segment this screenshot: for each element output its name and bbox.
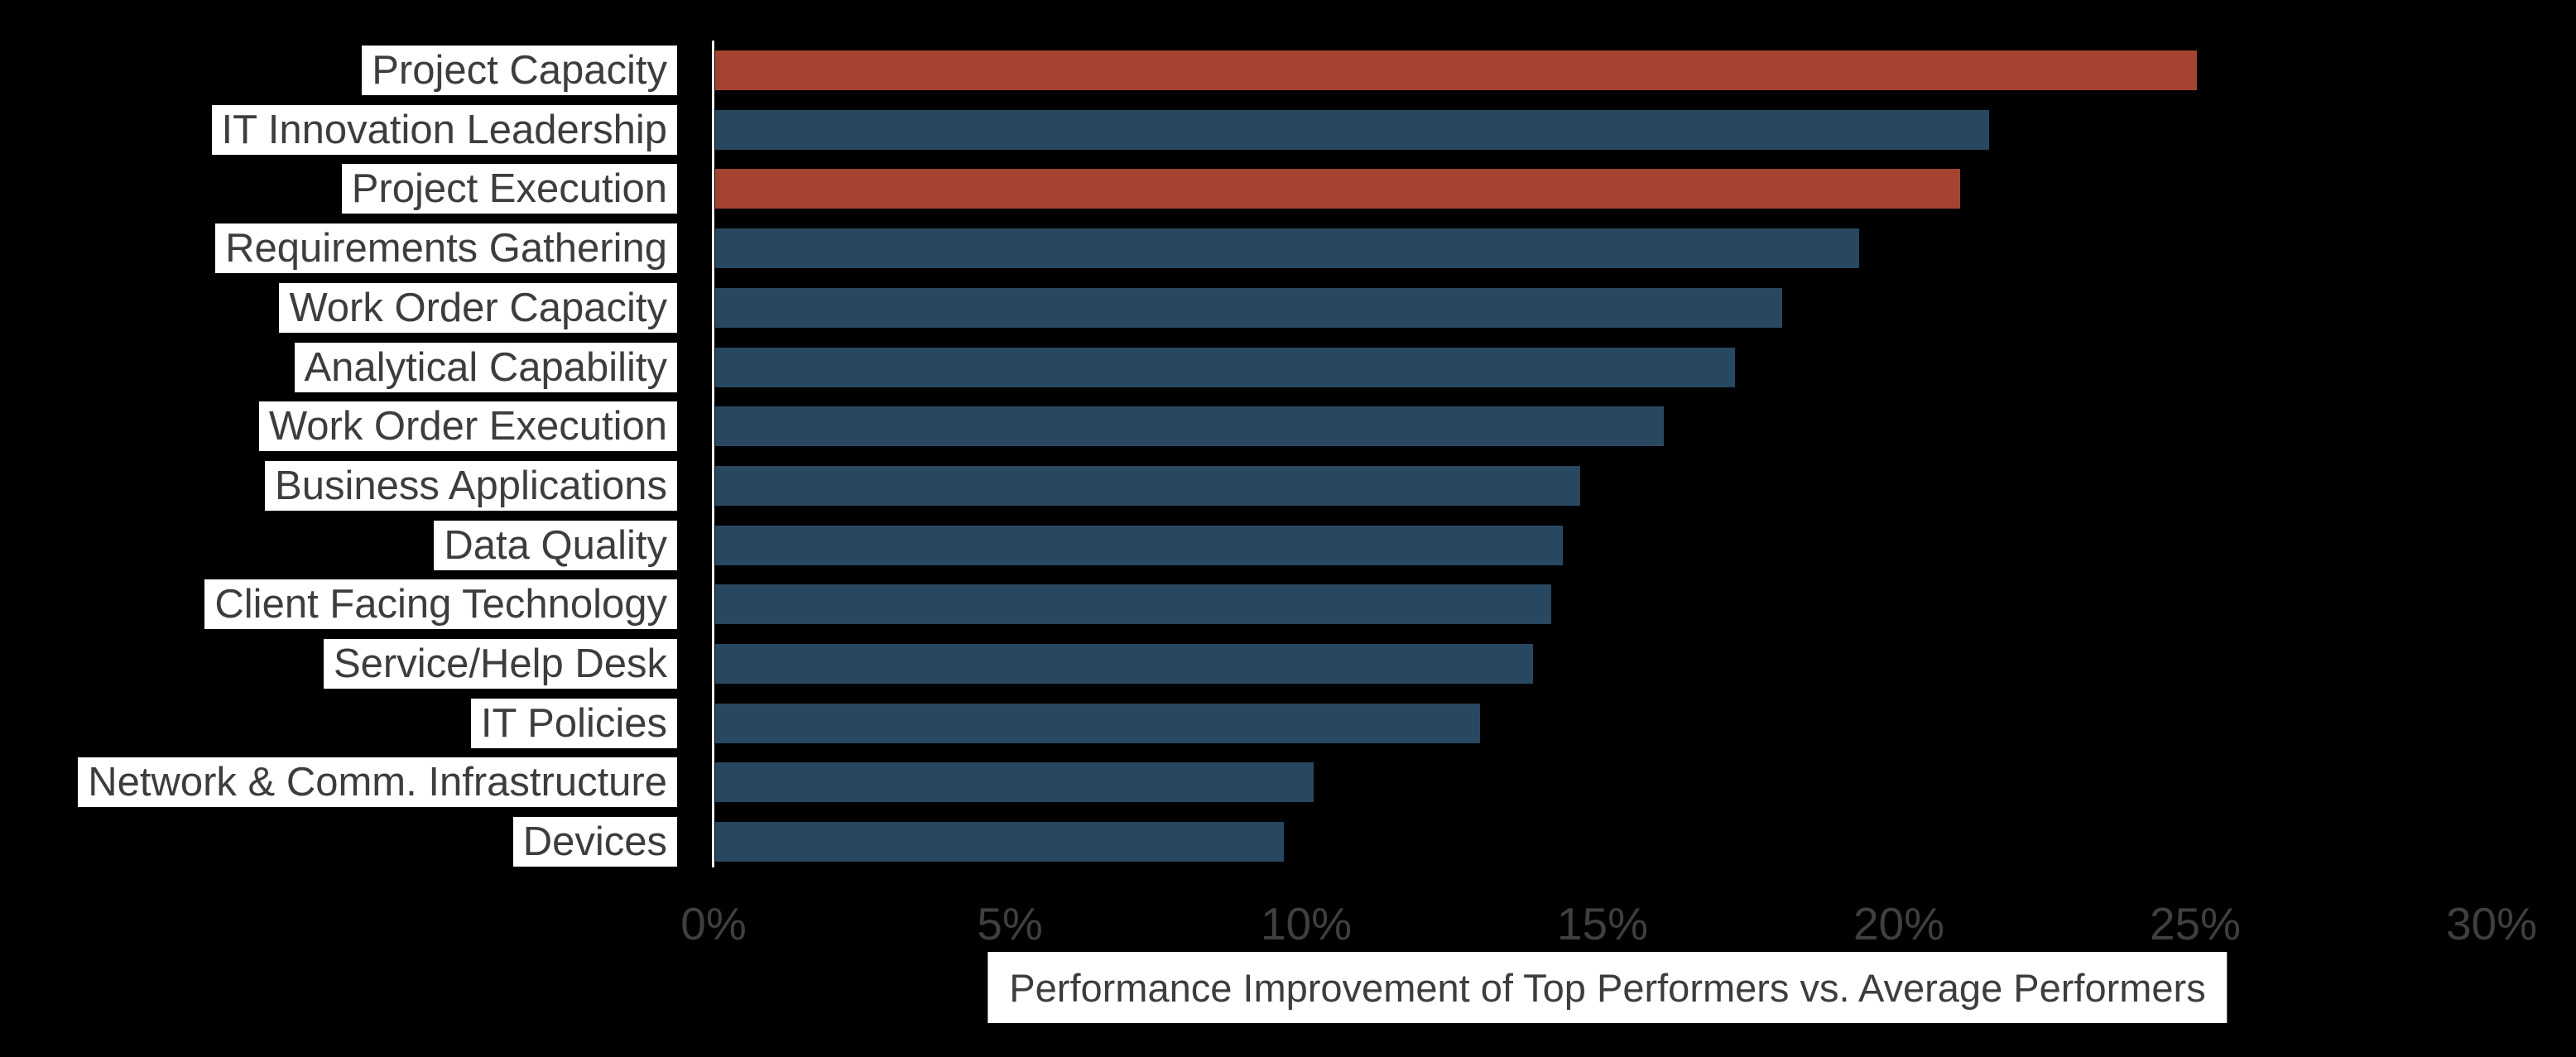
bar (715, 525, 1563, 565)
bar (715, 465, 1581, 506)
x-tick-label: 15% (1556, 898, 1649, 949)
x-axis-title-text: Performance Improvement of Top Performer… (1009, 965, 2206, 1010)
category-label: Devices (512, 817, 677, 867)
category-label: Client Facing Technology (204, 579, 677, 630)
bar (715, 822, 1285, 862)
bar (715, 644, 1534, 684)
bar (715, 169, 1960, 209)
bar (715, 228, 1859, 269)
x-tick-label: 20% (1853, 898, 1945, 949)
bar (715, 406, 1664, 447)
category-label: Service/Help Desk (323, 639, 677, 689)
x-tick-label: 0% (680, 898, 747, 949)
category-label: Data Quality (434, 520, 677, 570)
bar (715, 703, 1480, 743)
x-tick-label: 5% (977, 898, 1043, 949)
category-label: Project Capacity (362, 46, 677, 95)
bar (715, 584, 1551, 625)
category-label: Business Applications (265, 460, 677, 511)
bar (715, 347, 1735, 387)
bar (715, 109, 1990, 150)
category-label: Project Execution (341, 164, 677, 214)
bar (715, 50, 2197, 90)
category-label: Work Order Capacity (279, 282, 677, 333)
category-label: IT Innovation Leadership (211, 104, 677, 155)
category-label: IT Policies (470, 698, 677, 748)
bar (715, 762, 1314, 803)
bar (715, 287, 1782, 328)
x-tick-label: 25% (2149, 898, 2242, 949)
category-label: Analytical Capability (294, 342, 677, 392)
y-axis-line (712, 41, 714, 867)
x-tick-label: 30% (2445, 898, 2538, 949)
x-axis-title: Performance Improvement of Top Performer… (988, 952, 2228, 1023)
category-label: Network & Comm. Infrastructure (78, 757, 677, 808)
x-tick-label: 10% (1260, 898, 1353, 949)
category-label: Work Order Execution (258, 401, 677, 452)
category-label: Requirements Gathering (215, 223, 677, 274)
